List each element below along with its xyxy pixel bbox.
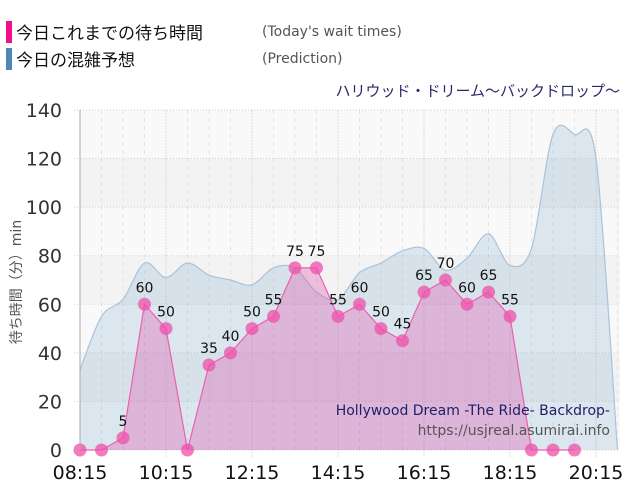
- data-point: [460, 297, 474, 311]
- credit-url: https://usjreal.asumirai.info: [417, 423, 610, 439]
- attraction-title: ハリウッド・ドリーム〜バックドロップ〜: [335, 82, 620, 100]
- y-tick-label: 40: [38, 343, 62, 365]
- horizontal-gridlines: [74, 109, 620, 451]
- data-point: [245, 322, 259, 336]
- data-label: 70: [437, 256, 455, 272]
- prediction-swatch: [6, 47, 12, 70]
- data-point: [116, 431, 130, 445]
- data-label: 55: [265, 292, 283, 308]
- data-label: 40: [222, 329, 240, 345]
- x-tick-label: 14:15: [311, 462, 366, 484]
- data-point: [525, 443, 538, 457]
- today-swatch: [6, 20, 12, 43]
- x-tick-label: 12:15: [225, 462, 280, 484]
- data-label: 60: [351, 280, 369, 296]
- data-label: 55: [501, 292, 519, 308]
- x-tick-label: 16:15: [397, 462, 452, 484]
- data-point: [439, 273, 452, 287]
- y-tick-label: 100: [26, 197, 62, 219]
- data-point: [224, 346, 237, 360]
- today-series: [73, 261, 581, 457]
- data-point: [331, 309, 345, 323]
- data-label: 50: [157, 305, 175, 321]
- data-point: [568, 443, 581, 457]
- plot-background: [80, 110, 620, 450]
- credit-title: Hollywood Dream -The Ride- Backdrop-: [335, 403, 610, 419]
- data-label: 35: [200, 341, 218, 357]
- data-point: [546, 443, 560, 457]
- y-tick-label: 20: [38, 391, 62, 413]
- data-point: [310, 261, 323, 275]
- y-tick-label: 140: [26, 100, 62, 122]
- y-tick-label: 120: [26, 149, 62, 171]
- data-label: 60: [136, 280, 154, 296]
- legend-label-en: (Prediction): [262, 50, 343, 67]
- data-point: [267, 309, 280, 323]
- data-point: [288, 261, 302, 275]
- legend-item-today: 今日これまでの待ち時間 (Today's wait times): [6, 18, 402, 45]
- y-tick-label: 60: [38, 294, 62, 316]
- data-label: 55: [329, 292, 347, 308]
- x-tick-label: 08:15: [53, 462, 108, 484]
- data-point: [202, 358, 216, 372]
- data-point: [374, 322, 388, 336]
- data-label: 50: [372, 305, 390, 321]
- data-label: 45: [394, 317, 412, 333]
- data-point: [95, 443, 108, 457]
- y-axis-label: 待ち時間（分）min: [9, 220, 25, 344]
- data-label: 60: [458, 280, 476, 296]
- y-tick-label: 80: [38, 246, 62, 268]
- legend-label-jp: 今日これまでの待ち時間: [16, 24, 203, 44]
- legend-label-jp: 今日の混雑予想: [16, 51, 135, 71]
- data-point: [503, 309, 517, 323]
- legend-item-prediction: 今日の混雑予想 (Prediction): [6, 45, 402, 72]
- axes: 0 20 40 60 80 100 120 140 08:15 10:15 12:15 14:15 16…: [9, 100, 623, 484]
- legend-label-en: (Today's wait times): [262, 23, 402, 40]
- data-point: [482, 285, 495, 299]
- prediction-series: [79, 124, 619, 451]
- x-tick-label: 10:15: [139, 462, 194, 484]
- x-tick-label: 18:15: [483, 462, 538, 484]
- chart-legend: 今日これまでの待ち時間 (Today's wait times) 今日の混雑予想…: [6, 18, 402, 72]
- data-point: [417, 285, 431, 299]
- data-label: 5: [119, 414, 128, 430]
- data-point: [353, 297, 366, 311]
- data-point: [181, 443, 194, 457]
- data-point: [138, 297, 151, 311]
- data-label: 75: [286, 244, 304, 260]
- data-point: [396, 334, 409, 348]
- data-label: 50: [243, 305, 261, 321]
- data-label: 65: [415, 268, 433, 284]
- data-label: 75: [308, 244, 326, 260]
- data-label: 65: [480, 268, 498, 284]
- y-tick-label: 0: [50, 440, 62, 462]
- data-point: [159, 322, 173, 336]
- x-tick-label: 20:15: [569, 462, 624, 484]
